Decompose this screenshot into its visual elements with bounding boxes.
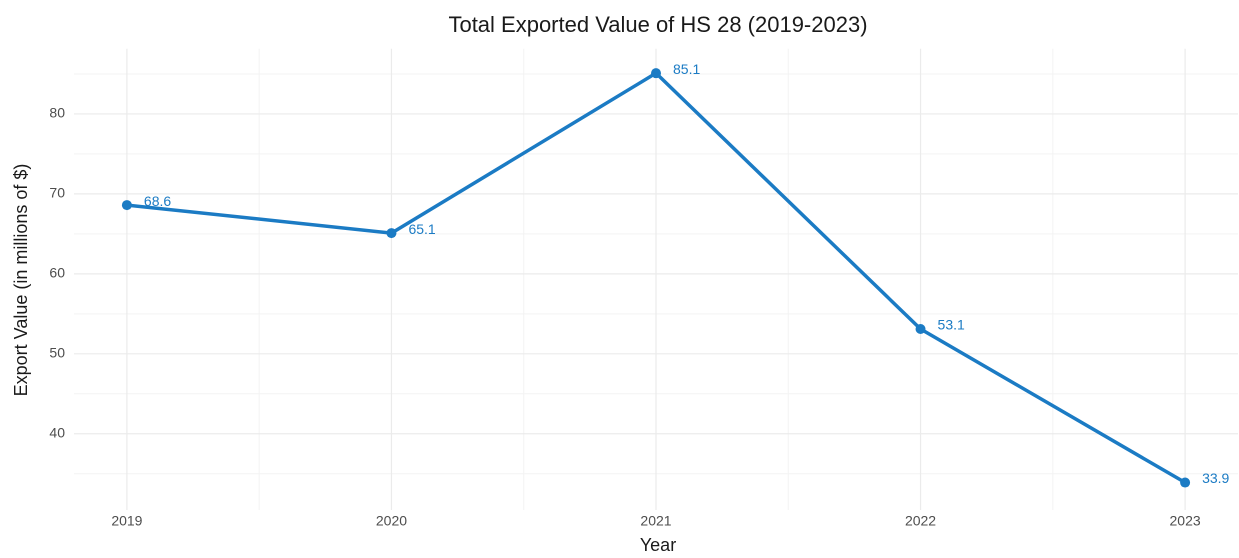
y-tick-label: 80	[49, 105, 65, 121]
data-point	[386, 228, 397, 239]
x-tick-label: 2019	[111, 513, 142, 529]
data-label: 85.1	[673, 61, 700, 77]
data-point	[121, 200, 132, 211]
x-tick-label: 2023	[1170, 513, 1201, 529]
data-label: 68.6	[144, 193, 171, 209]
y-tick-label: 70	[49, 185, 65, 201]
x-tick-label: 2020	[376, 513, 407, 529]
x-tick-label: 2022	[905, 513, 936, 529]
data-point	[1180, 477, 1191, 488]
data-label: 53.1	[938, 317, 965, 333]
y-tick-label: 40	[49, 424, 65, 440]
data-point	[651, 68, 661, 79]
y-tick-label: 60	[49, 265, 65, 281]
y-axis-label: Export Value (in millions of $)	[11, 164, 31, 397]
data-label: 33.9	[1202, 470, 1229, 486]
data-label: 65.1	[408, 221, 435, 237]
x-axis-label: Year	[640, 535, 676, 555]
y-tick-label: 50	[49, 345, 65, 361]
x-tick-label: 2021	[640, 513, 671, 529]
data-point	[915, 324, 926, 335]
chart-title: Total Exported Value of HS 28 (2019-2023…	[448, 12, 867, 37]
